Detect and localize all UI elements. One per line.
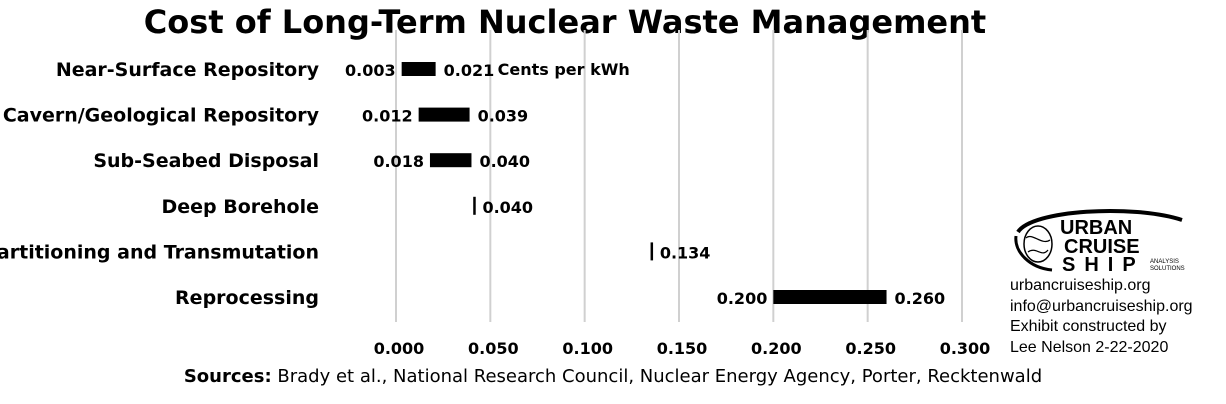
- category-label: Near-Surface Repository: [56, 59, 320, 81]
- sources-line: Sources: Brady et al., National Research…: [0, 366, 1226, 387]
- logo-tag1: ANALYSIS: [1150, 259, 1179, 265]
- low-value-label: 0.012: [362, 107, 413, 126]
- value-label: 0.134: [660, 243, 711, 262]
- value-labels: 0.003 0.021 0.012 0.039 0.018 0.040 0.040 0.134…: [345, 61, 945, 308]
- unit-label: Cents per kWh: [498, 60, 630, 79]
- low-value-label: 0.200: [717, 289, 768, 308]
- chart-title: Cost of Long-Term Nuclear Waste Manageme…: [144, 3, 986, 41]
- high-value-label: 0.040: [479, 152, 530, 171]
- logo-line1: URBAN: [1060, 217, 1132, 239]
- x-tick-label: 0.200: [751, 339, 802, 358]
- credit-author-date: Lee Nelson 2-22-2020: [1010, 338, 1169, 356]
- high-value-label: 0.260: [895, 289, 946, 308]
- bars: [401, 62, 887, 304]
- x-tick-labels: 0.000 0.050 0.100 0.150 0.200 0.250 0.300: [374, 339, 991, 358]
- range-bar: [401, 62, 436, 76]
- value-label: 0.040: [482, 198, 533, 217]
- category-label: Reprocessing: [175, 287, 319, 309]
- category-labels: Near-Surface Repository Cavern/Geological…: [0, 59, 320, 309]
- category-label: Sub-Seabed Disposal: [93, 150, 319, 172]
- logo-line2: CRUISE: [1064, 236, 1140, 258]
- ship-logo-icon: URBAN CRUISE SHIP ANALYSIS SOLUTIONS: [1014, 209, 1185, 276]
- high-value-label: 0.021: [444, 61, 495, 80]
- category-label: Partitioning and Transmutation: [0, 241, 319, 263]
- high-value-label: 0.039: [478, 107, 529, 126]
- low-value-label: 0.003: [345, 61, 396, 80]
- x-tick-label: 0.050: [468, 339, 519, 358]
- logo-tag2: SOLUTIONS: [1150, 266, 1185, 272]
- sources-label: Sources:: [183, 366, 272, 387]
- credits-block: urbancruiseship.org info@urbancruiseship…: [1010, 276, 1226, 358]
- gridlines: [395, 30, 963, 322]
- credit-line: Exhibit constructed by: [1010, 318, 1167, 335]
- category-label: Cavern/Geological Repository: [3, 105, 320, 127]
- x-tick-label: 0.100: [562, 339, 613, 358]
- x-tick-label: 0.000: [374, 339, 425, 358]
- range-bar: [773, 290, 887, 304]
- range-bar: [418, 107, 470, 122]
- range-bar: [429, 153, 472, 168]
- category-label: Deep Borehole: [161, 196, 319, 218]
- low-value-label: 0.018: [373, 152, 424, 171]
- urban-cruise-ship-logo: URBAN CRUISE SHIP ANALYSIS SOLUTIONS: [1012, 206, 1188, 276]
- x-tick-label: 0.150: [657, 339, 708, 358]
- sources-text: Brady et al., National Research Council,…: [277, 366, 1043, 387]
- x-tick-label: 0.250: [845, 339, 896, 358]
- website-link[interactable]: urbancruiseship.org: [1010, 277, 1151, 294]
- logo-line3: SHIP: [1062, 254, 1145, 276]
- email-link[interactable]: info@urbancruiseship.org: [1010, 297, 1193, 315]
- x-tick-label: 0.300: [940, 339, 991, 358]
